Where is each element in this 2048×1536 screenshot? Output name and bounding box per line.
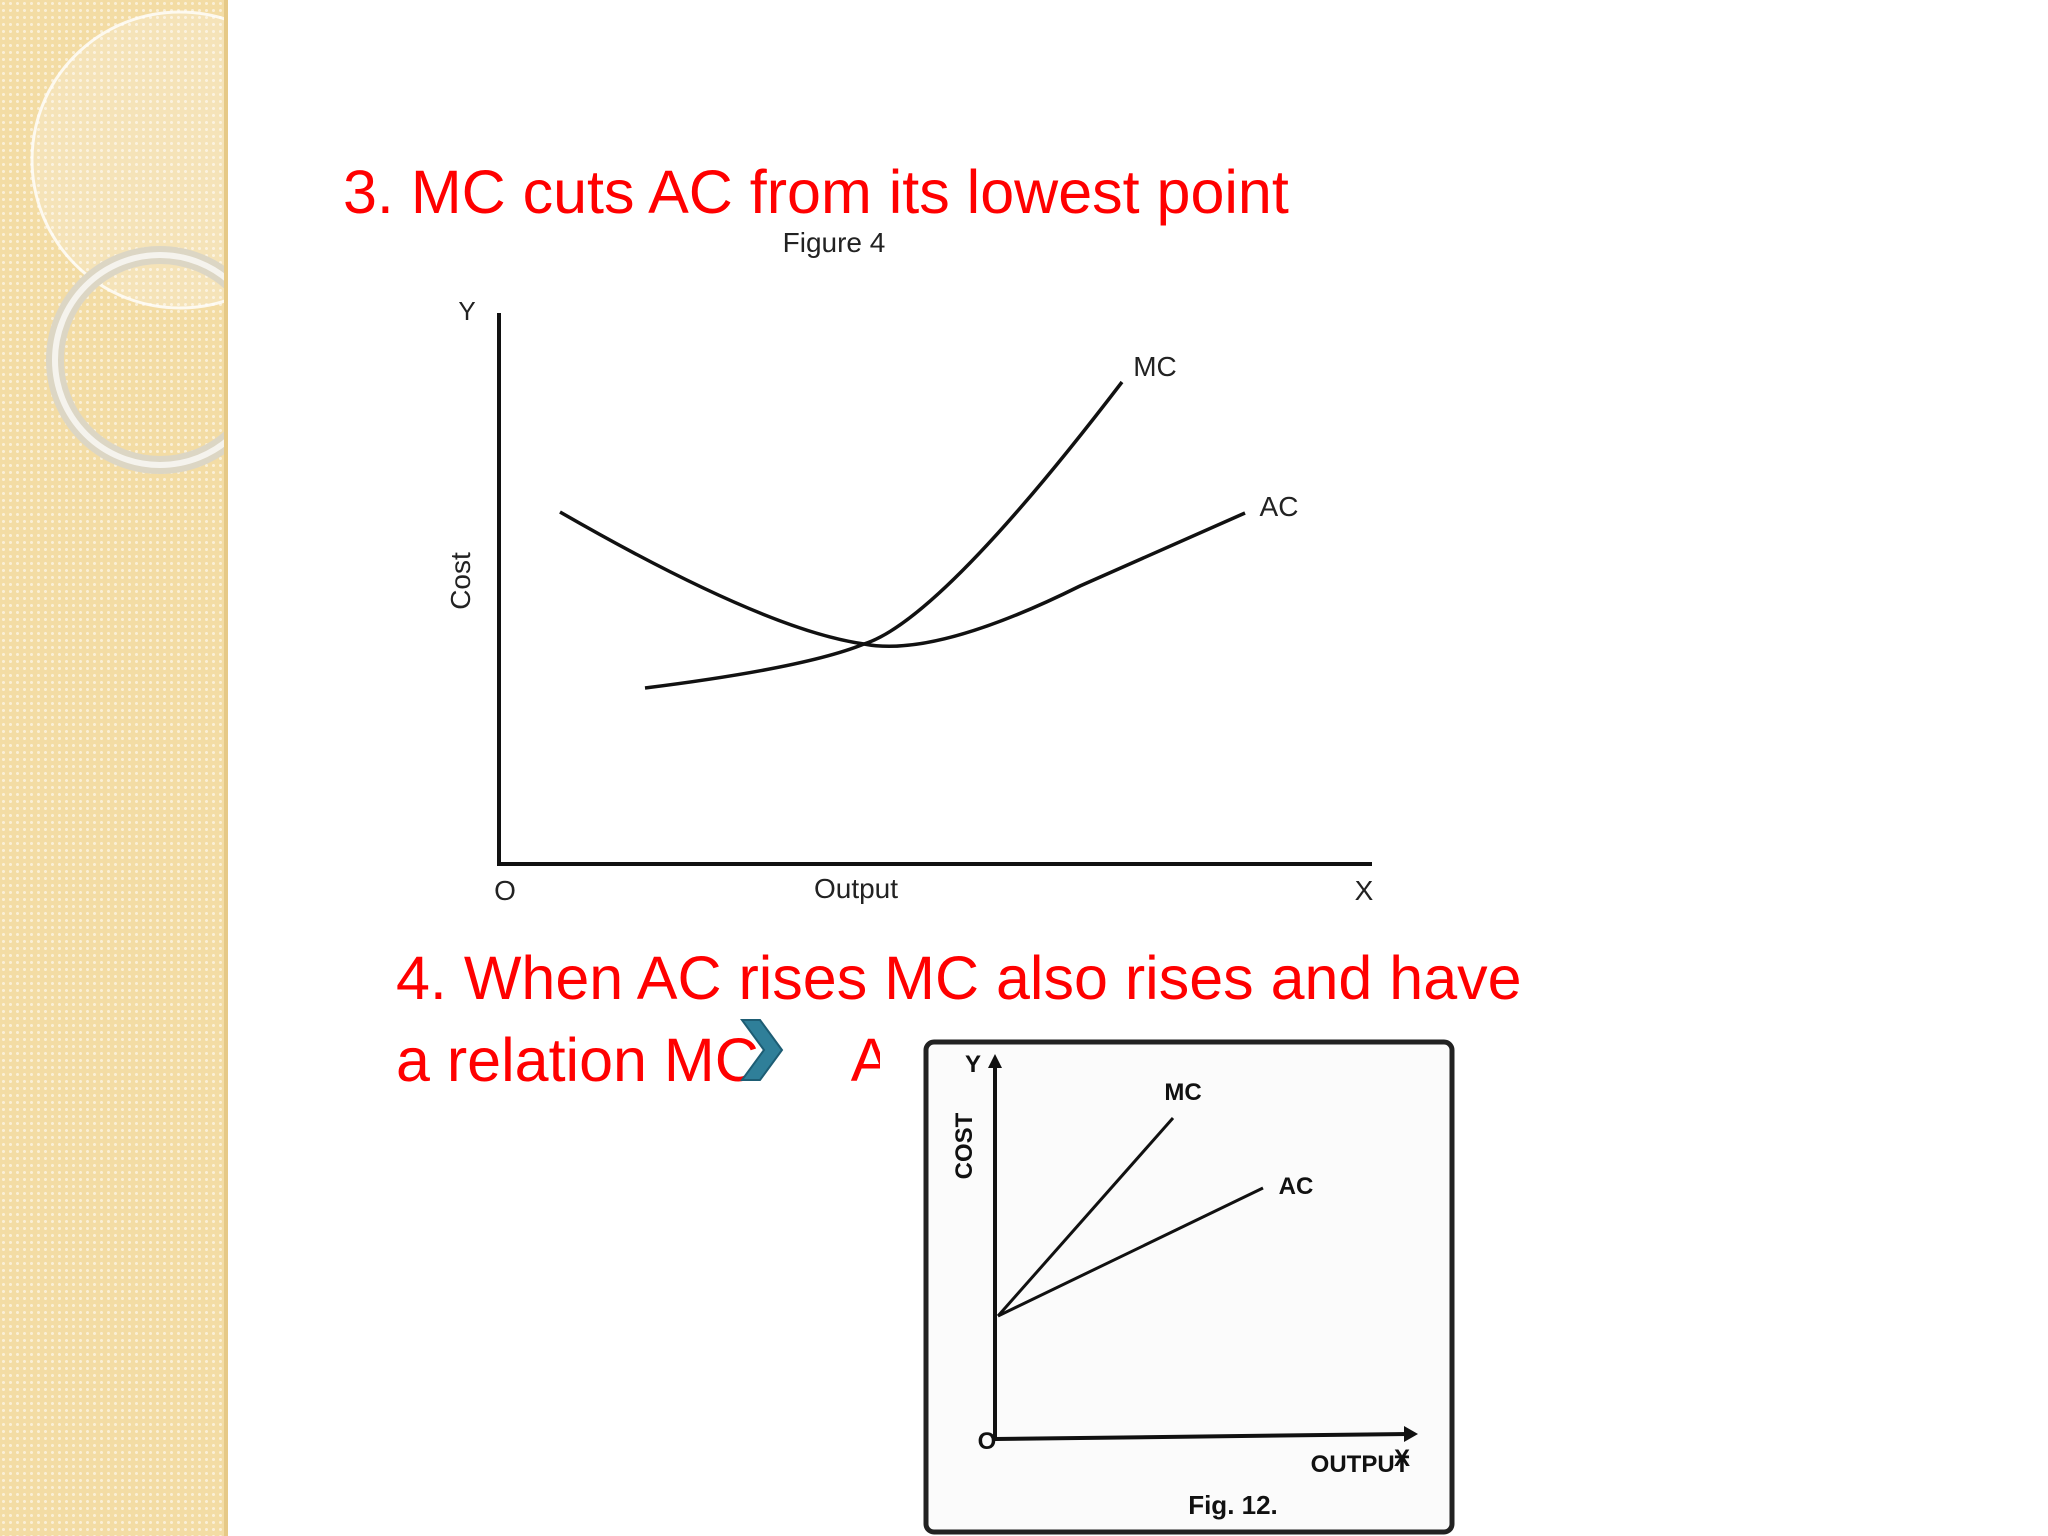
- ac-curve: [559, 510, 1246, 648]
- mc-curve: [644, 380, 1124, 690]
- chevron-right-icon: [740, 1019, 784, 1081]
- heading-point-4-line-1: 4. When AC rises MC also rises and have: [396, 944, 1522, 1012]
- heading-point-3: 3. MC cuts AC from its lowest point: [343, 158, 1289, 226]
- figure-12-frame: [923, 1039, 1455, 1535]
- figure-12-mc-label: MC: [1164, 1079, 1201, 1106]
- figure-12-x-arrow: [1404, 1426, 1418, 1442]
- figure-4: Figure 4 Y O Output X Cost MC AC: [445, 227, 1374, 906]
- figure-12-ac-label: AC: [1279, 1173, 1314, 1200]
- sidebar-edge: [224, 0, 228, 1536]
- decorative-rings: [30, 10, 228, 474]
- figure-4-y-label: Cost: [445, 552, 476, 610]
- heading-point-4-line-2-part-a: a relation M: [396, 1026, 715, 1094]
- figure-12-x-axis: [994, 1432, 1411, 1441]
- mc-curve-label: MC: [1133, 351, 1177, 382]
- figure-12-x-letter: X: [1394, 1445, 1410, 1472]
- figure-12-y-letter: Y: [965, 1051, 981, 1078]
- ac-curve-label: AC: [1260, 491, 1299, 522]
- figure-12-ac-line: [997, 1186, 1264, 1318]
- figure-12-y-label: COST: [951, 1112, 978, 1179]
- figure-4-x-letter: X: [1355, 875, 1374, 906]
- decorative-sidebar: [0, 0, 228, 1536]
- figure-4-origin: O: [494, 875, 516, 906]
- figure-12-origin: O: [978, 1428, 997, 1455]
- figure-4-x-label: Output: [814, 873, 898, 904]
- figure-12-caption: Fig. 12.: [1188, 1490, 1278, 1520]
- figure-12-x-label: OUTPUT: [1311, 1451, 1410, 1478]
- figure-4-caption: Figure 4: [783, 227, 886, 258]
- large-ring: [30, 10, 228, 310]
- heading-point-4-line-2: a relation MC A: [396, 1030, 891, 1091]
- figure-12-mc-line: [996, 1117, 1175, 1317]
- small-ring-inner: [52, 252, 228, 468]
- figure-4-y-letter: Y: [458, 296, 475, 326]
- figure-12: Y COST O OUTPUT X MC AC Fig. 12.: [880, 1016, 1486, 1536]
- figure-12-y-arrow: [988, 1054, 1002, 1068]
